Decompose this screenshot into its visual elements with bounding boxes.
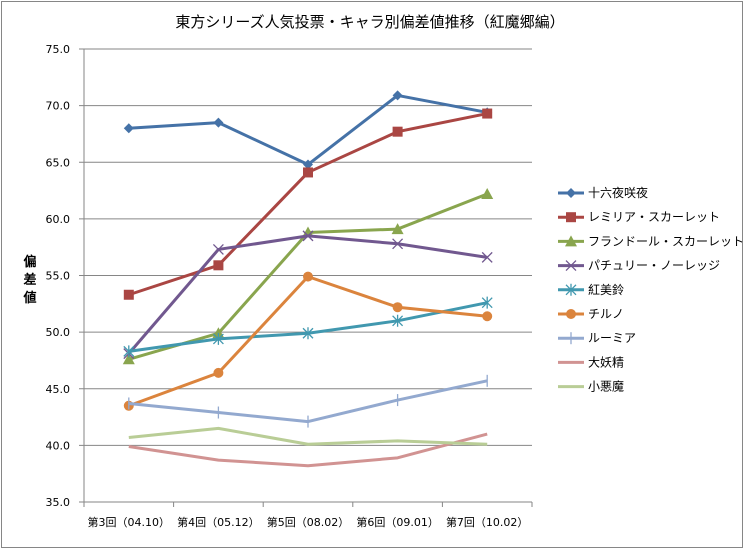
data-point-marker: [481, 296, 493, 309]
legend-label: ルーミア: [588, 331, 636, 345]
data-point-marker: [212, 332, 224, 345]
data-point-marker: [212, 243, 224, 255]
y-tick-label: 70.0: [46, 100, 71, 113]
data-point-marker: [303, 167, 313, 178]
y-tick-labels: 35.0 40.0 45.0 50.0 55.0 60.0 65.0 70.0 75.0: [46, 43, 71, 509]
y-tick-label: 45.0: [46, 383, 71, 396]
data-point-marker: [122, 353, 135, 365]
data-point-marker: [302, 327, 314, 340]
gridlines: [84, 48, 532, 503]
y-tick-label: 60.0: [46, 213, 71, 226]
series-line: [128, 275, 488, 408]
y-tick-label: 50.0: [46, 326, 71, 339]
legend-label: フランドール・スカーレット: [588, 234, 744, 248]
data-point-marker: [123, 345, 135, 358]
y-axis-label-char: 値: [22, 290, 36, 306]
x-tick-labels: 第3回（04.10） 第4回（05.12） 第5回（08.02） 第6回（09.01）…: [88, 515, 529, 529]
data-point-marker: [565, 283, 577, 296]
x-tick-label: 第5回（08.02）: [267, 515, 350, 529]
data-point-marker: [392, 238, 404, 250]
legend-item: レミリア・スカーレット: [558, 210, 720, 224]
legend-label: 十六夜咲夜: [588, 185, 648, 200]
data-point-marker: [566, 309, 576, 319]
x-tick-label: 第4回（05.12）: [177, 515, 260, 529]
legend-label: 小悪魔: [588, 379, 624, 394]
data-point-marker: [391, 223, 404, 235]
y-tick-label: 65.0: [46, 156, 71, 169]
data-point-marker: [565, 260, 577, 272]
data-point-marker: [213, 367, 224, 378]
data-point-marker: [392, 90, 403, 101]
y-tick-label: 55.0: [46, 270, 71, 283]
legend-item: チルノ: [558, 307, 624, 321]
series-4: [123, 296, 493, 358]
data-point-marker: [213, 260, 224, 271]
x-tick-label: 第3回（04.10）: [88, 515, 171, 529]
data-point-marker: [123, 289, 134, 300]
legend: 十六夜咲夜レミリア・スカーレットフランドール・スカーレットパチュリー・ノーレッジ…: [558, 185, 744, 394]
legend-label: パチュリー・ノーレッジ: [588, 259, 720, 273]
y-tick-label: 75.0: [46, 43, 71, 56]
legend-item: フランドール・スカーレット: [558, 234, 744, 248]
legend-item: 紅美鈴: [558, 282, 624, 297]
data-point-marker: [481, 187, 494, 199]
y-axis-label-char: 差: [23, 272, 36, 288]
legend-item: パチュリー・ノーレッジ: [558, 259, 720, 273]
legend-item: 十六夜咲夜: [558, 185, 648, 200]
chart-title: 東方シリーズ人気投票・キャラ別偏差値推移（紅魔郷編）: [175, 13, 564, 31]
series-7: [128, 432, 488, 468]
series-3: [123, 230, 493, 360]
legend-label: 紅美鈴: [588, 282, 624, 297]
data-point-marker: [213, 117, 224, 128]
data-point-marker: [303, 271, 313, 282]
data-point-marker: [392, 302, 403, 313]
y-axis-label: 偏差値: [22, 254, 36, 306]
data-point-marker: [566, 212, 576, 223]
series-lines: [122, 90, 494, 468]
series-0: [123, 90, 493, 170]
data-point-marker: [481, 251, 493, 263]
legend-label: チルノ: [588, 307, 624, 321]
data-point-marker: [392, 126, 403, 137]
x-tick-label: 第7回（10.02）: [446, 515, 529, 529]
legend-item: 大妖精: [558, 355, 624, 369]
y-tick-label: 35.0: [46, 496, 71, 509]
series-line: [128, 426, 488, 446]
data-point-marker: [302, 230, 314, 242]
data-point-marker: [392, 314, 404, 327]
series-1: [123, 108, 493, 300]
series-line: [128, 112, 488, 297]
series-8: [128, 426, 488, 446]
series-line: [128, 432, 488, 468]
legend-item: 小悪魔: [558, 379, 624, 394]
x-tick-label: 第6回（09.01）: [356, 515, 439, 529]
data-point-marker: [566, 188, 576, 198]
legend-label: レミリア・スカーレット: [588, 210, 720, 224]
y-axis-label-char: 偏: [23, 254, 36, 270]
data-point-marker: [482, 108, 493, 119]
data-point-marker: [482, 311, 493, 322]
series-5: [123, 271, 493, 411]
data-point-marker: [123, 123, 134, 134]
legend-label: 大妖精: [588, 355, 624, 369]
y-tick-label: 40.0: [46, 439, 71, 452]
series-6: [128, 374, 488, 428]
data-point-marker: [565, 235, 577, 247]
legend-item: ルーミア: [558, 331, 636, 345]
data-point-marker: [303, 159, 313, 170]
axes: [79, 48, 533, 507]
